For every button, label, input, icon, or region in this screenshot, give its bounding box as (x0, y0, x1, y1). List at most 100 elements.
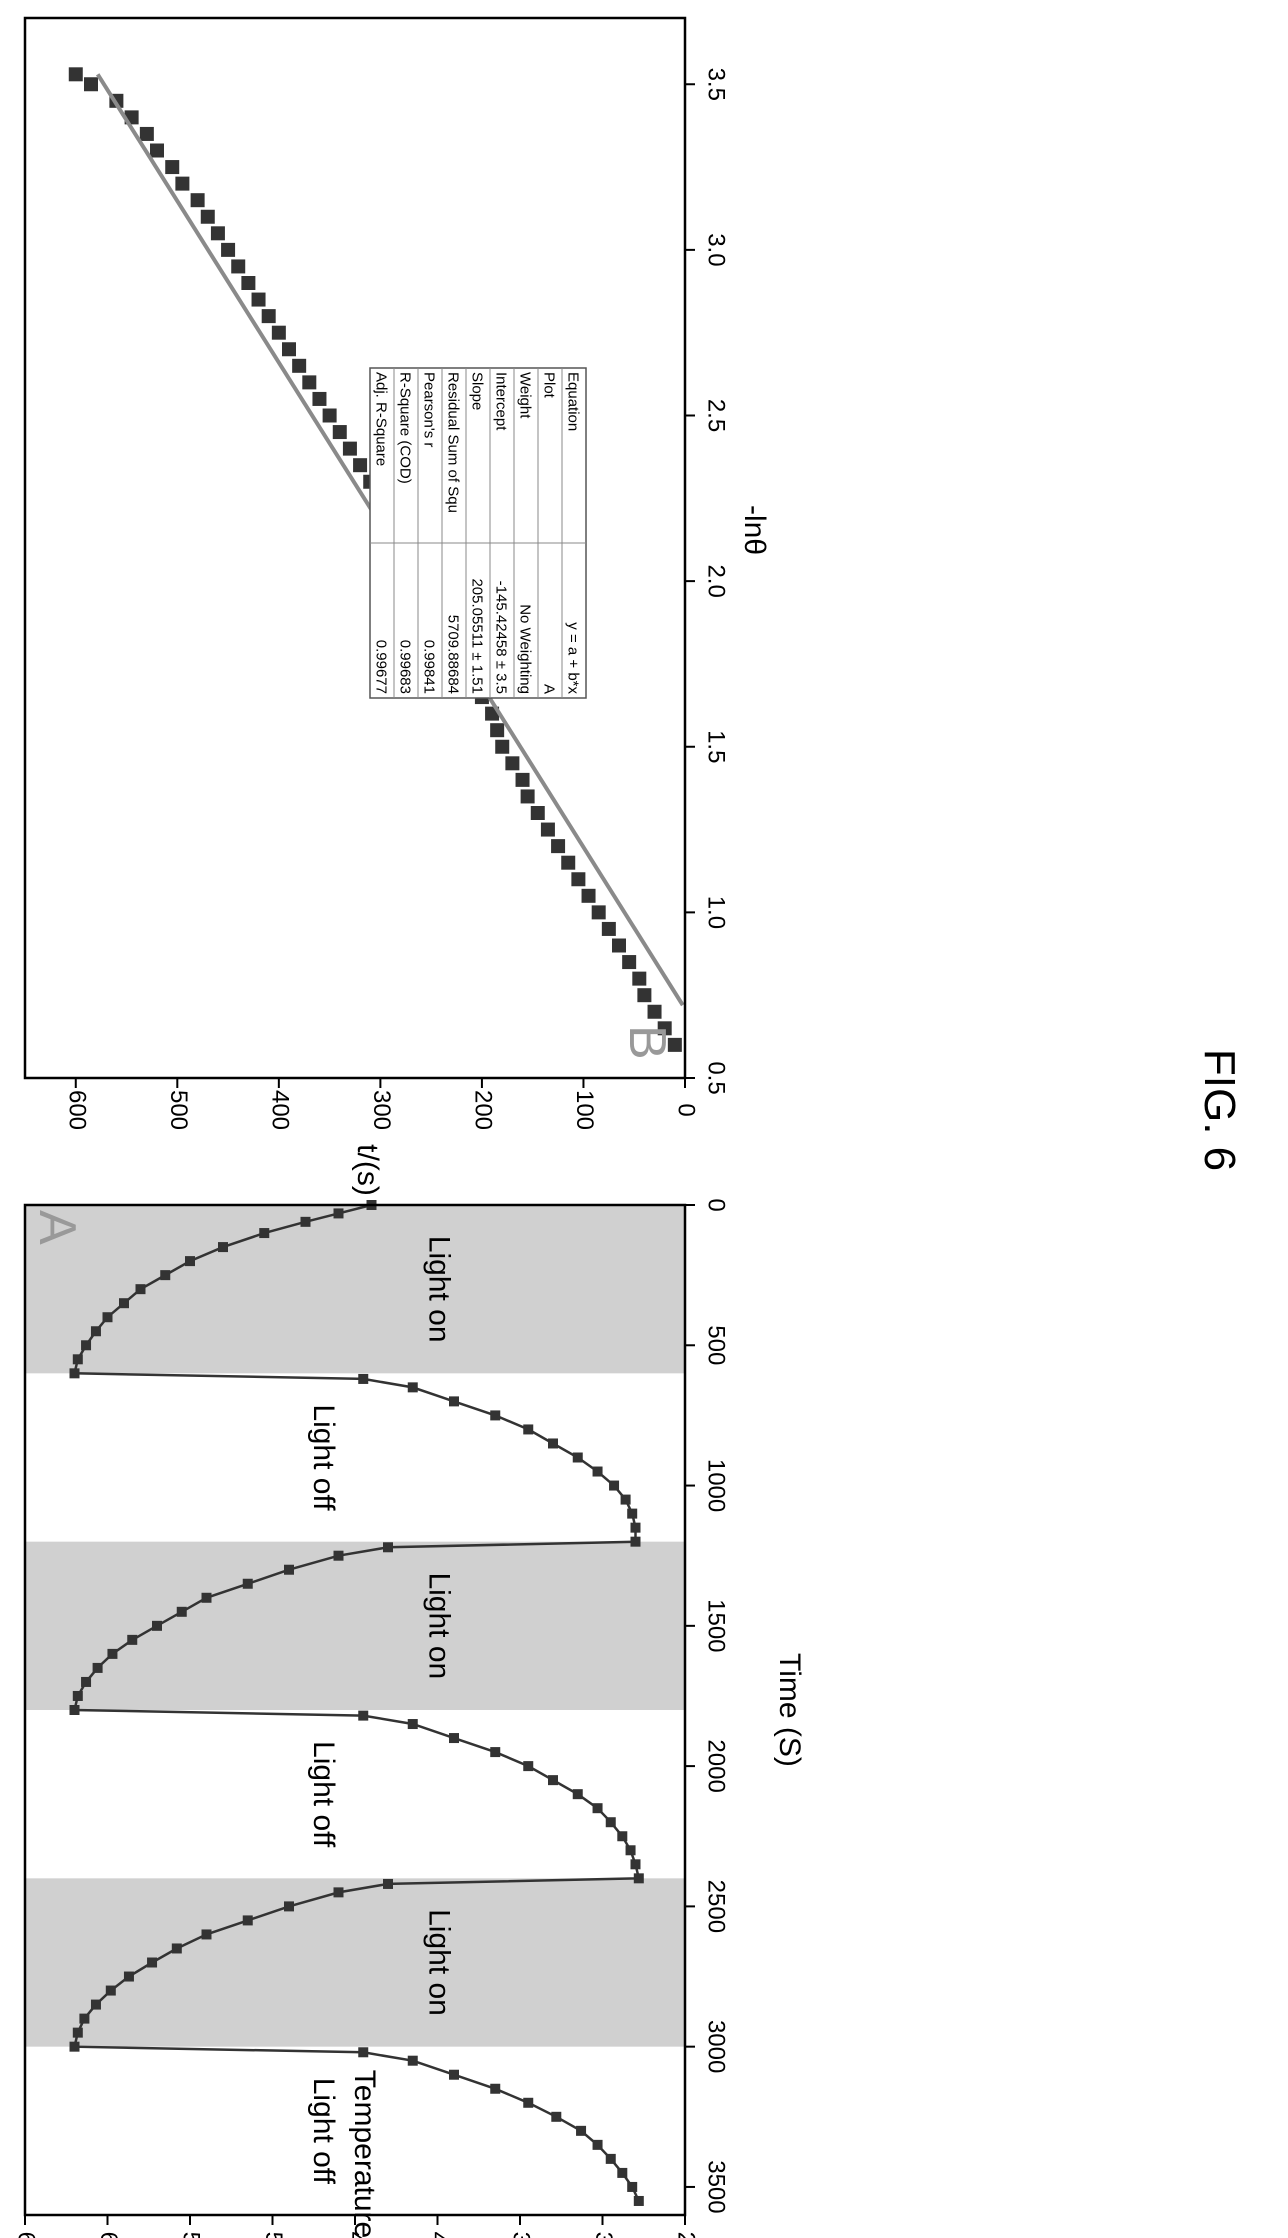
temperature-point (176, 1606, 187, 1617)
data-point (520, 789, 535, 804)
fit-table-value: No Weighting (517, 604, 534, 694)
y-tick-label: 100 (571, 1090, 598, 1130)
temperature-point (123, 1971, 134, 1982)
temperature-point (572, 1789, 583, 1800)
data-point (551, 839, 566, 854)
temperature-point (92, 1662, 103, 1673)
temperature-point (407, 1382, 418, 1393)
data-point (322, 408, 337, 423)
temperature-point (69, 1368, 80, 1379)
y-tick-label: 55 (178, 2232, 205, 2238)
panel-a-letter: A (28, 1210, 86, 1245)
data-point (221, 242, 236, 257)
data-point (175, 176, 190, 191)
fit-table-value: A (541, 684, 558, 694)
temperature-point (630, 1536, 641, 1547)
data-point (241, 276, 256, 290)
temperature-point (633, 2195, 644, 2206)
x-tick-label: 1.0 (703, 896, 730, 929)
data-point (165, 160, 180, 175)
temperature-point (407, 1719, 418, 1730)
temperature-point (105, 1985, 116, 1996)
temperature-point (627, 2181, 638, 2192)
data-point (647, 1004, 662, 1019)
temperature-point (630, 1859, 641, 1870)
panel-a-x-axis-label: Time (S) (773, 1653, 806, 1767)
temperature-point (333, 1550, 344, 1561)
fit-table-border (369, 367, 587, 699)
x-tick-label: 3500 (703, 2160, 730, 2213)
fit-table-value: 205.05511 ± 1.51 (469, 578, 486, 694)
temperature-point (160, 1270, 171, 1281)
data-point (271, 325, 286, 340)
temperature-point (449, 1733, 459, 1744)
temperature-point (523, 1761, 534, 1772)
temperature-point (107, 1648, 118, 1659)
panel-b-frame (23, 16, 687, 1080)
temperature-point (572, 1452, 583, 1463)
fit-table-key: Weight (517, 372, 534, 419)
y-tick-label: 65 (13, 2232, 40, 2238)
temperature-point (490, 1410, 501, 1421)
fit-table-value: 0.99677 (373, 640, 390, 694)
data-point (139, 126, 154, 141)
temperature-point (147, 1957, 158, 1968)
data-point (200, 209, 215, 224)
temperature-point (72, 1690, 83, 1701)
temperature-point (592, 2139, 603, 2150)
temperature-point (135, 1284, 146, 1295)
temperature-point (185, 1256, 195, 1267)
data-point (561, 855, 576, 870)
light-state-label: Light on (422, 1909, 455, 2016)
panel-a: Light on Light off Light on Light off Light … (13, 1198, 806, 2238)
data-point (210, 226, 225, 241)
fit-table-key: Slope (469, 372, 486, 410)
light-state-label: Light on (422, 1572, 455, 1679)
temperature-point (625, 1845, 636, 1856)
temperature-point (102, 1312, 113, 1323)
y-tick-label: 35 (508, 2232, 535, 2238)
data-point (667, 1037, 682, 1052)
temperature-point (284, 1564, 294, 1575)
x-tick-label: 0 (703, 1198, 730, 1211)
x-tick-label: 3.5 (703, 68, 730, 101)
data-point (292, 358, 307, 373)
data-point (251, 292, 266, 307)
x-tick-label: 0.5 (703, 1061, 730, 1094)
temperature-point (383, 1542, 393, 1553)
temperature-point (119, 1298, 129, 1309)
temperature-point (72, 2027, 83, 2038)
temperature-point (449, 2069, 459, 2080)
x-tick-label: 3.0 (703, 233, 730, 266)
y-tick-label: 200 (470, 1090, 497, 1130)
temperature-point (284, 1901, 294, 1912)
x-tick-label: 2500 (703, 1880, 730, 1933)
x-tick-label: 1000 (703, 1459, 730, 1512)
temperature-point (79, 2013, 90, 2024)
y-tick-label: 60 (95, 2232, 122, 2238)
x-tick-label: 2000 (703, 1739, 730, 1792)
temperature-point (333, 1208, 344, 1219)
data-point (68, 67, 83, 82)
temperature-point (605, 1817, 616, 1828)
data-point (632, 971, 647, 986)
data-point (612, 938, 626, 953)
temperature-point (333, 1887, 344, 1898)
fit-table-key: Intercept (493, 372, 510, 431)
fit-table-value: y = a + b*x (565, 622, 582, 694)
temperature-point (576, 2125, 587, 2136)
temperature-data-series (69, 1200, 644, 2206)
temperature-point (617, 1831, 628, 1842)
y-tick-label: 40 (425, 2232, 452, 2238)
fit-table-key: Plot (541, 372, 558, 399)
fit-table-key: Pearson's r (421, 372, 438, 447)
light-state-label: Light off (307, 2078, 340, 2185)
data-point (342, 441, 357, 456)
temperature-point (490, 1747, 501, 1758)
data-point (312, 391, 327, 406)
light-state-label: Light off (307, 1741, 340, 1848)
data-point (150, 143, 164, 158)
temperature-point (242, 1578, 253, 1589)
data-point (601, 921, 616, 936)
